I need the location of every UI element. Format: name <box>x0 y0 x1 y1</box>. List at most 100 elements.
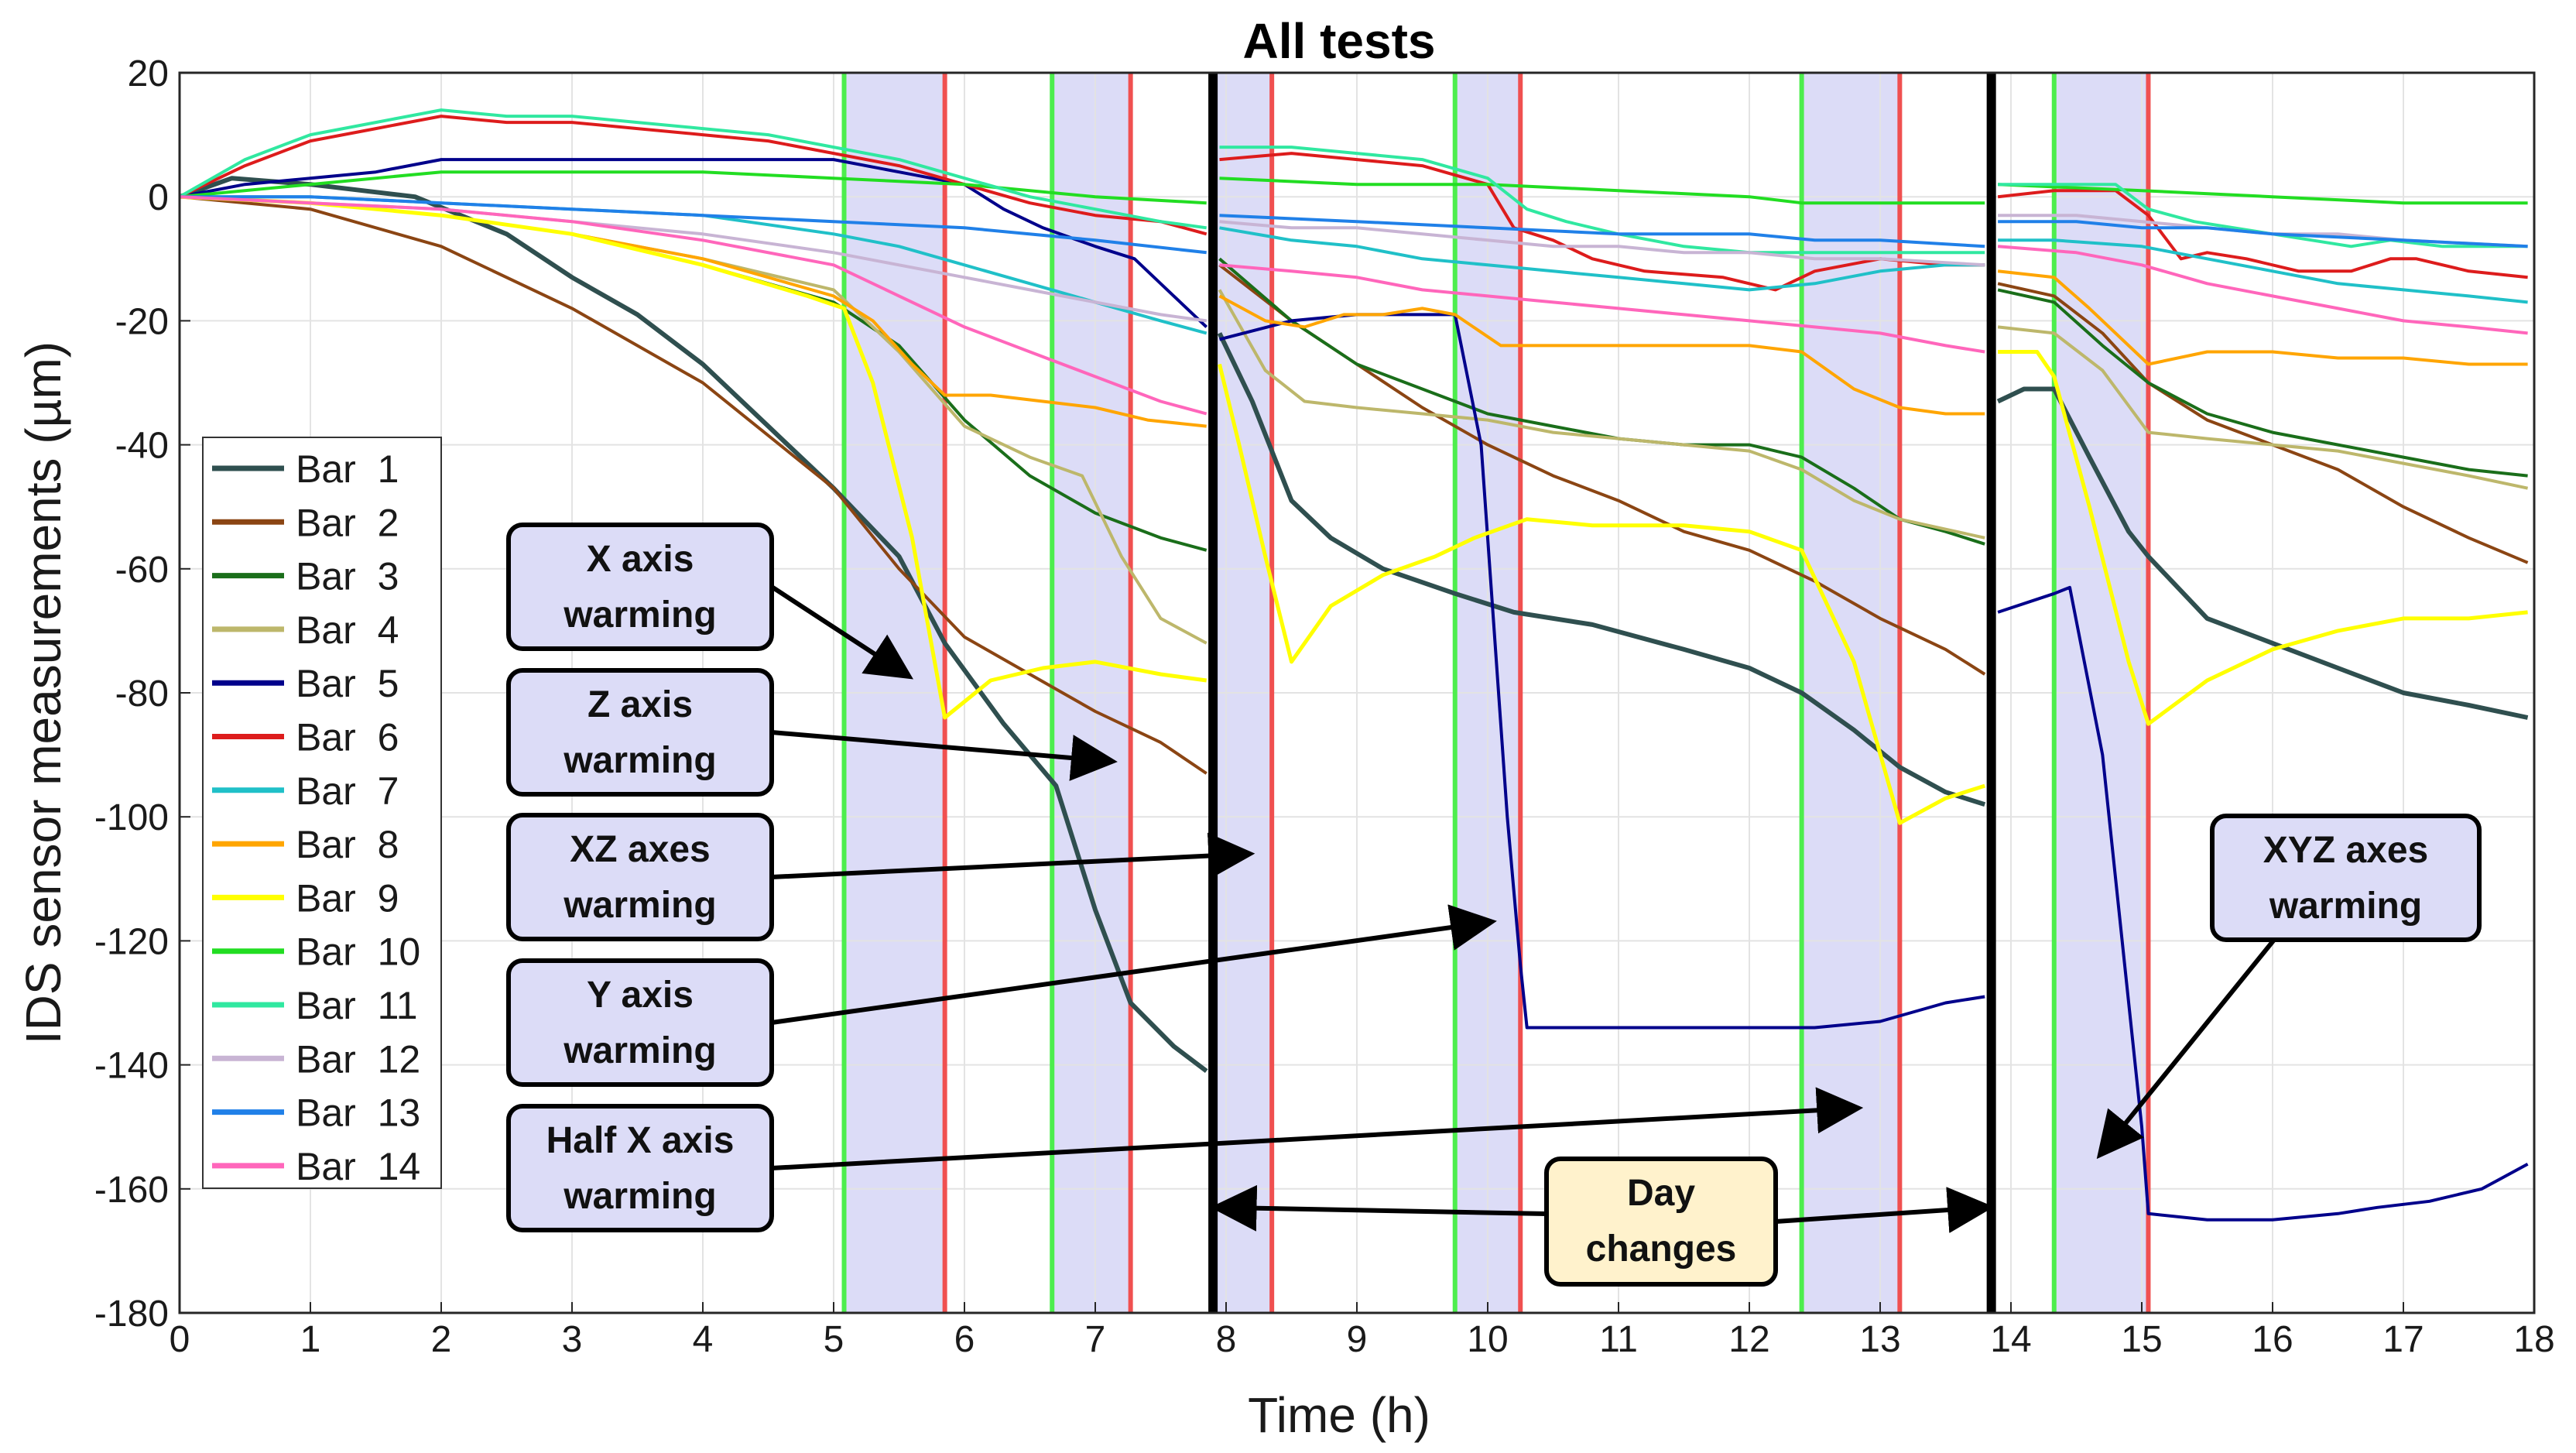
y-tick-label: -120 <box>94 921 169 962</box>
series-line-bar-13 <box>180 195 1207 255</box>
x-tick-label: 16 <box>2252 1319 2293 1360</box>
x-tick-label: 7 <box>1085 1319 1106 1360</box>
annotations: X axis warming Z axis warming XZ axes warming… <box>506 523 2482 1287</box>
annotation-arrow <box>771 904 1497 1025</box>
annotation-label: Day <box>1627 1173 1695 1214</box>
series-line-bar-9 <box>1998 350 2528 726</box>
legend-label: Bar 2 <box>296 501 399 544</box>
y-tick-label: 20 <box>128 53 169 94</box>
x-tick-label: 6 <box>954 1319 975 1360</box>
series-line-bar-1 <box>1996 386 2529 720</box>
annotation-label: warming <box>563 1030 716 1071</box>
series-line-bar-7 <box>1219 226 1985 292</box>
y-tick-label: -80 <box>115 673 169 715</box>
y-tick-label: -160 <box>94 1170 169 1211</box>
legend-box <box>202 437 442 1189</box>
series-line-bar-1 <box>1217 332 1986 807</box>
series-line-bar-14 <box>1219 263 1985 354</box>
axes-box <box>178 71 2536 1314</box>
series-line-bar-11 <box>1998 183 2528 248</box>
x-tick-label: 4 <box>693 1319 714 1360</box>
legend-label: Bar 13 <box>296 1091 420 1135</box>
y-tick-label: -20 <box>115 301 169 342</box>
x-tick-label: 17 <box>2382 1319 2424 1360</box>
y-tick-label: -40 <box>115 426 169 467</box>
x-tick-label: 13 <box>1859 1319 1900 1360</box>
legend-label: Bar 8 <box>296 823 399 866</box>
series-line-bar-12 <box>1219 220 1985 267</box>
series-line-bar-9 <box>179 194 1208 720</box>
legend-label: Bar 5 <box>296 662 399 705</box>
series-line-bar-10 <box>1219 176 1985 205</box>
annotation-arrow <box>1775 1187 1995 1233</box>
annotation-arrow <box>771 1087 1864 1170</box>
x-tick-label: 0 <box>170 1319 190 1360</box>
annotation-label: warming <box>563 1176 716 1217</box>
annotation-label: X axis <box>587 539 694 580</box>
y-tick-label: -60 <box>115 550 169 591</box>
annotation-label: Y axis <box>587 975 694 1016</box>
annotation-label: warming <box>563 885 716 926</box>
x-tick-label: 12 <box>1728 1319 1769 1360</box>
x-tick-label: 8 <box>1216 1319 1237 1360</box>
series-line-bar-13 <box>1998 220 2528 248</box>
x-tick-label: 1 <box>300 1319 321 1360</box>
annotation-label: warming <box>563 740 716 781</box>
legend-label: Bar 12 <box>296 1037 420 1081</box>
y-tick-label: -100 <box>94 797 169 838</box>
annotation-label: XYZ axes <box>2263 830 2428 871</box>
annotation-arrow <box>771 832 1255 879</box>
series-line-bar-3 <box>1997 288 2528 478</box>
legend-label: Bar 1 <box>296 447 399 491</box>
series-line-bar-4 <box>1218 289 1985 540</box>
x-tick-label: 11 <box>1599 1319 1638 1360</box>
annotation-arrow <box>771 730 1118 781</box>
annotation-arrow <box>1210 1184 1547 1232</box>
x-tick-label: 2 <box>431 1319 452 1360</box>
annotation-arrow <box>770 584 913 680</box>
annotation-label: Z axis <box>587 684 693 725</box>
series-line-bar-8 <box>1218 294 1985 416</box>
annotation-label: warming <box>2269 886 2422 927</box>
annotation-label: warming <box>563 595 716 636</box>
legend-label: Bar 3 <box>296 555 399 598</box>
legend-label: Bar 11 <box>296 984 418 1027</box>
annotation-label: XZ axes <box>570 829 710 870</box>
series-line-bar-1 <box>178 176 1208 1073</box>
y-axis-label: IDS sensor measurements (µm) <box>15 341 71 1044</box>
legend-label: Bar 7 <box>296 769 399 813</box>
annotation-label: changes <box>1586 1229 1737 1270</box>
legend-label: Bar 14 <box>296 1145 420 1188</box>
x-tick-label: 18 <box>2513 1319 2554 1360</box>
x-tick-label: 9 <box>1347 1319 1368 1360</box>
series-lines <box>178 108 2529 1222</box>
series-line-bar-13 <box>1219 214 1985 248</box>
legend-label: Bar 4 <box>296 608 399 652</box>
x-tick-label: 3 <box>562 1319 583 1360</box>
series-line-bar-14 <box>179 195 1208 416</box>
y-tick-label: -180 <box>94 1294 169 1335</box>
annotation-arrow <box>2096 938 2276 1160</box>
y-tick-labels: 20 0 -20 -40 -60 -80 -100 -120 -140 -160 -180 <box>94 53 169 1335</box>
series-line-bar-5 <box>179 158 1208 328</box>
x-tick-label: 10 <box>1467 1319 1508 1360</box>
series-line-bar-9 <box>1218 363 1985 825</box>
series-line-bar-7 <box>1998 238 2528 304</box>
legend-label: Bar 9 <box>296 876 399 920</box>
series-line-bar-2 <box>1997 282 2529 564</box>
x-tick-label: 14 <box>1990 1319 2031 1360</box>
x-tick-labels: 0 1 2 3 4 5 6 7 8 9 10 11 12 13 14 15 16 17 18 <box>170 1319 2555 1360</box>
series-line-bar-6 <box>1219 152 1985 292</box>
annotation-label: Half X axis <box>546 1120 735 1161</box>
annotation-box <box>2210 814 2482 942</box>
y-tick-label: 0 <box>148 177 169 218</box>
series-line-bar-8 <box>1997 269 2528 366</box>
event-lines <box>841 73 2151 1313</box>
x-tick-label: 5 <box>824 1319 844 1360</box>
series-line-bar-11 <box>1219 146 1985 255</box>
series-line-bar-2 <box>179 195 1208 775</box>
series-line-bar-11 <box>179 108 1207 230</box>
legend: Bar 1 Bar 2 Bar 3 Bar 4 Bar 5 Bar 6 Bar 7 Bar 8… <box>202 437 442 1189</box>
legend-label: Bar 6 <box>296 716 399 759</box>
